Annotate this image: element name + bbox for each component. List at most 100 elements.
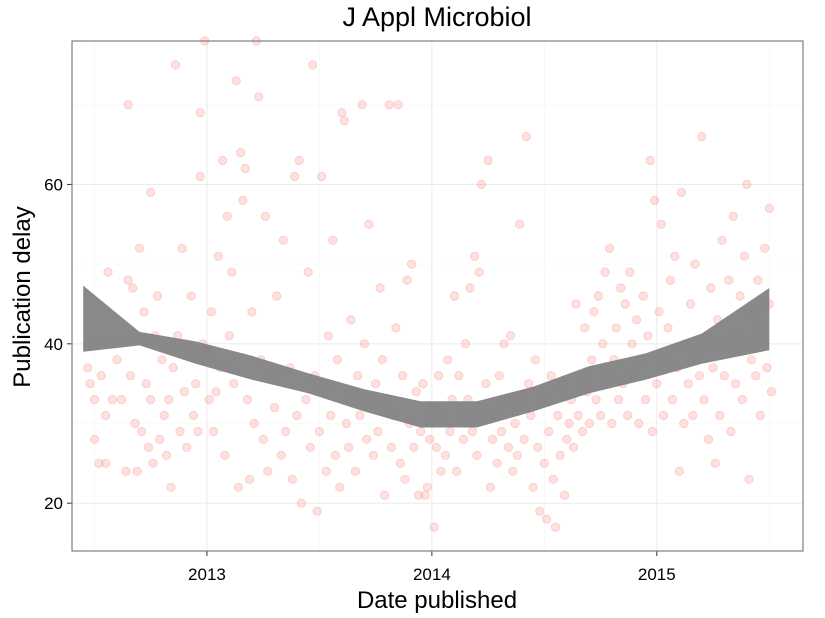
- data-point: [420, 490, 430, 500]
- data-point: [674, 466, 684, 476]
- data-point: [292, 410, 302, 421]
- y-axis-title: Publication delay: [9, 206, 36, 387]
- data-point: [751, 371, 761, 381]
- chart-title: J Appl Microbiol: [342, 2, 531, 32]
- data-point: [719, 371, 729, 381]
- data-point: [101, 410, 111, 421]
- data-point: [96, 371, 106, 381]
- data-point: [728, 211, 738, 221]
- data-point: [224, 331, 234, 341]
- data-point: [337, 108, 347, 118]
- data-point: [193, 426, 203, 437]
- data-point: [146, 187, 156, 197]
- data-point: [155, 434, 165, 444]
- y-tick-label: 60: [44, 175, 63, 194]
- data-point: [303, 267, 313, 277]
- data-point: [481, 379, 491, 389]
- data-point: [690, 259, 700, 269]
- data-point: [708, 363, 718, 373]
- data-point: [622, 410, 633, 421]
- data-point: [445, 426, 455, 437]
- data-point: [746, 355, 756, 365]
- data-point: [146, 394, 156, 405]
- y-tick-label: 20: [44, 494, 63, 513]
- data-point: [688, 410, 698, 421]
- data-point: [287, 474, 297, 484]
- data-point: [361, 434, 372, 444]
- data-point: [429, 522, 439, 532]
- data-point: [103, 267, 113, 277]
- data-point: [703, 434, 714, 444]
- data-point: [411, 386, 421, 397]
- data-point: [191, 379, 201, 389]
- data-point: [568, 442, 579, 452]
- data-point: [308, 60, 318, 70]
- data-point: [514, 219, 525, 229]
- data-point: [128, 283, 138, 293]
- data-point: [260, 211, 270, 221]
- data-point: [317, 171, 327, 182]
- data-point: [379, 490, 390, 500]
- data-point: [584, 418, 594, 429]
- data-point: [760, 243, 770, 253]
- data-point: [395, 458, 405, 468]
- data-point: [503, 442, 513, 452]
- data-point: [679, 418, 689, 429]
- data-point: [161, 450, 172, 460]
- data-point: [195, 171, 205, 182]
- x-axis: 2013 2014 2015: [188, 551, 676, 584]
- data-point: [83, 363, 93, 373]
- y-axis: 20 40 60: [44, 175, 72, 513]
- data-point: [415, 426, 426, 437]
- data-point: [301, 394, 311, 405]
- data-point: [400, 474, 410, 484]
- data-point: [368, 450, 378, 460]
- data-point: [209, 426, 219, 437]
- data-point: [89, 394, 100, 405]
- data-point: [593, 291, 603, 301]
- data-point: [620, 299, 630, 309]
- data-point: [148, 458, 158, 468]
- x-tick-label: 2013: [188, 565, 226, 584]
- data-point: [654, 307, 664, 317]
- data-point: [123, 100, 133, 110]
- data-point: [559, 490, 570, 500]
- data-point: [276, 450, 286, 460]
- data-point: [449, 291, 459, 301]
- data-point: [737, 394, 747, 405]
- data-point: [742, 179, 752, 189]
- data-point: [393, 100, 403, 110]
- data-point: [373, 426, 383, 437]
- data-point: [290, 171, 300, 182]
- data-point: [269, 402, 279, 413]
- data-point: [670, 251, 680, 261]
- data-point: [175, 426, 185, 437]
- data-point: [312, 506, 322, 516]
- data-point: [409, 442, 419, 452]
- data-point: [607, 418, 617, 429]
- data-point: [465, 283, 475, 293]
- data-point: [649, 195, 660, 205]
- data-point: [375, 283, 385, 293]
- data-point: [335, 482, 345, 492]
- data-point: [766, 386, 777, 397]
- data-point: [483, 155, 493, 166]
- data-point: [739, 251, 750, 261]
- data-point: [744, 474, 754, 484]
- data-point: [359, 339, 369, 349]
- data-point: [242, 394, 252, 405]
- data-point: [281, 426, 291, 437]
- data-point: [555, 450, 565, 460]
- data-point: [472, 450, 482, 460]
- data-point: [598, 339, 608, 349]
- data-point: [647, 426, 657, 437]
- data-point: [564, 418, 574, 429]
- data-point: [496, 426, 507, 437]
- data-point: [487, 434, 498, 444]
- data-point: [179, 386, 190, 397]
- data-point: [508, 466, 518, 476]
- data-point: [433, 371, 444, 381]
- data-point: [364, 219, 374, 229]
- data-point: [130, 418, 140, 429]
